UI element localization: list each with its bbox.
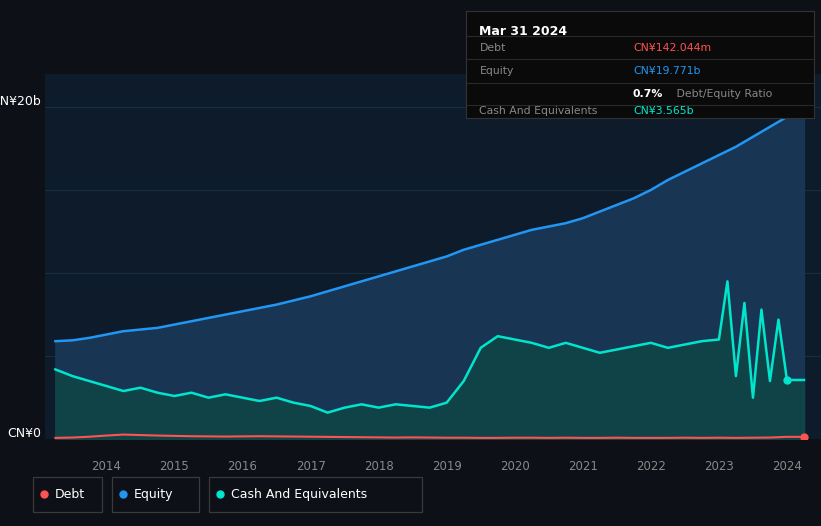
Text: CN¥0: CN¥0	[7, 428, 41, 440]
Text: 2015: 2015	[159, 460, 190, 473]
Text: Debt: Debt	[55, 488, 85, 501]
Text: 2020: 2020	[500, 460, 530, 473]
Text: Equity: Equity	[479, 66, 514, 76]
FancyBboxPatch shape	[112, 477, 199, 512]
Text: 2018: 2018	[364, 460, 393, 473]
Text: 2022: 2022	[636, 460, 666, 473]
Text: 2014: 2014	[91, 460, 122, 473]
Text: 2023: 2023	[704, 460, 734, 473]
Text: 2024: 2024	[772, 460, 802, 473]
Text: Equity: Equity	[134, 488, 173, 501]
Text: Debt/Equity Ratio: Debt/Equity Ratio	[673, 89, 773, 99]
Text: Cash And Equivalents: Cash And Equivalents	[231, 488, 367, 501]
Text: 2017: 2017	[296, 460, 325, 473]
Text: 2016: 2016	[227, 460, 258, 473]
Text: Mar 31 2024: Mar 31 2024	[479, 25, 567, 37]
Text: 2019: 2019	[432, 460, 461, 473]
Text: CN¥3.565b: CN¥3.565b	[633, 106, 694, 116]
Text: 0.7%: 0.7%	[633, 89, 663, 99]
FancyBboxPatch shape	[33, 477, 102, 512]
Text: CN¥19.771b: CN¥19.771b	[633, 66, 700, 76]
FancyBboxPatch shape	[209, 477, 422, 512]
Text: CN¥20b: CN¥20b	[0, 95, 41, 108]
Text: Cash And Equivalents: Cash And Equivalents	[479, 106, 598, 116]
Text: Debt: Debt	[479, 43, 506, 53]
Text: CN¥142.044m: CN¥142.044m	[633, 43, 711, 53]
Text: 2021: 2021	[568, 460, 598, 473]
